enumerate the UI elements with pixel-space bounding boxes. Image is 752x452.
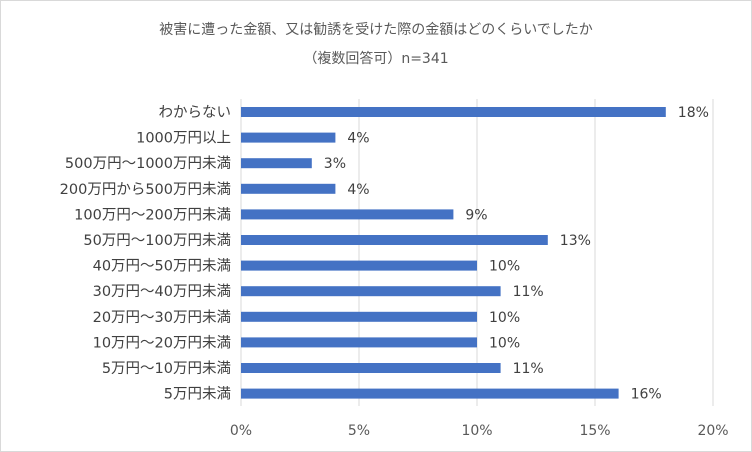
bar <box>241 388 619 399</box>
bar <box>241 286 501 297</box>
category-label: 10万円～20万円未満 <box>93 334 231 351</box>
category-label: 500万円～1000万円未満 <box>65 155 231 172</box>
x-tick-label: 0% <box>230 423 252 439</box>
x-tick-label: 15% <box>579 423 610 439</box>
category-label: 40万円～50万円未満 <box>93 258 231 275</box>
data-label: 9% <box>465 207 487 223</box>
bar <box>241 107 666 117</box>
data-label: 10% <box>489 310 520 326</box>
category-label: 5万円未満 <box>164 386 231 403</box>
bar <box>241 132 336 143</box>
bar <box>241 311 477 322</box>
data-label: 3% <box>324 156 346 172</box>
data-label: 16% <box>631 387 662 403</box>
category-label: 50万円～100万円未満 <box>83 232 231 249</box>
chart-subtitle: （複数回答可）n=341 <box>303 51 449 67</box>
data-label: 10% <box>489 335 520 351</box>
data-label: 11% <box>513 284 544 300</box>
bar <box>241 235 548 245</box>
category-label: 1000万円以上 <box>136 130 231 147</box>
chart-title: 被害に遭った金額、又は勧誘を受けた際の金額はどのくらいでしたか <box>159 22 593 38</box>
bar <box>241 363 501 373</box>
category-label: 30万円～40万円未満 <box>93 283 231 300</box>
x-tick-label: 20% <box>697 423 728 439</box>
data-label: 11% <box>513 361 544 377</box>
category-label: 20万円～30万円未満 <box>93 309 231 326</box>
bar <box>241 337 477 348</box>
data-label: 10% <box>489 259 520 275</box>
category-label: わからない <box>159 104 232 121</box>
category-label: 5万円～10万円未満 <box>102 360 231 377</box>
data-label: 4% <box>347 182 369 198</box>
data-label: 13% <box>560 233 591 249</box>
x-tick-label: 5% <box>348 423 370 439</box>
bar <box>241 183 336 194</box>
x-tick-label: 10% <box>461 423 492 439</box>
bar <box>241 158 312 169</box>
data-label: 18% <box>678 105 709 121</box>
category-label: 200万円から500万円未満 <box>60 181 231 198</box>
bar <box>241 260 477 271</box>
category-label: 100万円～200万円未満 <box>74 206 231 223</box>
bar <box>241 209 454 220</box>
data-label: 4% <box>347 131 369 147</box>
